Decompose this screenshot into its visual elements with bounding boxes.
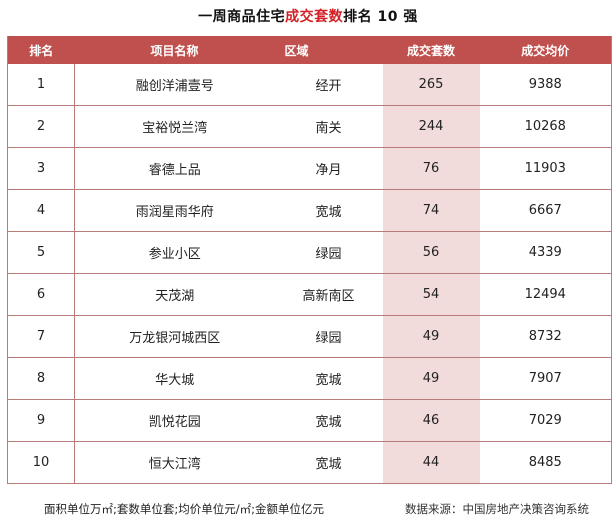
table-row: 5 参业小区 绿园 56 4339 xyxy=(7,231,612,274)
cell-area: 宽城 xyxy=(274,441,383,484)
header-name: 项目名称 xyxy=(74,36,275,64)
cell-rank: 8 xyxy=(7,357,75,400)
cell-name: 参业小区 xyxy=(74,231,275,274)
table-row: 6 天茂湖 高新南区 54 12494 xyxy=(7,273,612,316)
units-note: 面积单位万㎡;套数单位套;均价单位元/㎡;金额单位亿元 xyxy=(44,502,324,516)
table-row: 9 凯悦花园 宽城 46 7029 xyxy=(7,399,612,442)
cell-rank: 10 xyxy=(7,441,75,484)
cell-units: 74 xyxy=(382,189,480,232)
cell-price: 11903 xyxy=(479,147,612,190)
cell-units: 244 xyxy=(382,105,480,148)
cell-rank: 7 xyxy=(7,315,75,358)
cell-area: 净月 xyxy=(274,147,383,190)
cell-price: 12494 xyxy=(479,273,612,316)
cell-area: 经开 xyxy=(315,79,342,94)
cell-units: 49 xyxy=(382,357,480,400)
cell-area: 宽城 xyxy=(274,357,383,400)
cell-rank: 2 xyxy=(7,105,75,148)
cell-units: 49 xyxy=(382,315,480,358)
table-row: 1 融创洋浦壹号 经开 265 9388 xyxy=(7,64,612,106)
cell-name: 恒大江湾 xyxy=(74,441,275,484)
cell-rank: 5 xyxy=(7,231,75,274)
table-row: 3 睿德上品 净月 76 11903 xyxy=(7,147,612,190)
header-area: 区域 xyxy=(274,36,383,64)
cell-units: 56 xyxy=(382,231,480,274)
cell-rank: 9 xyxy=(7,399,75,442)
table-row: 7 万龙银河城西区 绿园 49 8732 xyxy=(7,315,612,358)
cell-area: 南关 xyxy=(274,105,383,148)
cell-price: 7029 xyxy=(479,399,612,442)
header-price: 成交均价 xyxy=(479,36,612,64)
cell-price: 9388 xyxy=(528,77,562,92)
ranking-table: 排名 项目名称 区域 成交套数 成交均价 1 融创洋浦壹号 经开 265 9388 2 宝裕… xyxy=(7,36,612,484)
title-prefix: 一周商品住宅 xyxy=(198,9,286,25)
cell-rank: 4 xyxy=(7,189,75,232)
cell-name: 睿德上品 xyxy=(74,147,275,190)
cell-price: 8485 xyxy=(479,441,612,484)
cell-rank: 1 xyxy=(7,64,75,106)
cell-price: 4339 xyxy=(479,231,612,274)
table-row: 10 恒大江湾 宽城 44 8485 xyxy=(7,441,612,484)
cell-price: 7907 xyxy=(479,357,612,400)
cell-name: 宝裕悦兰湾 xyxy=(74,105,275,148)
page-title: 一周商品住宅成交套数排名 10 强 xyxy=(0,6,616,26)
title-highlight: 成交套数 xyxy=(285,9,344,25)
cell-units: 265 xyxy=(382,64,480,106)
cell-units: 46 xyxy=(382,399,480,442)
cell-units: 44 xyxy=(382,441,480,484)
cell-name: 天茂湖 xyxy=(74,273,275,316)
header-units: 成交套数 xyxy=(382,36,480,64)
cell-rank: 6 xyxy=(7,273,75,316)
cell-units: 76 xyxy=(382,147,480,190)
cell-price: 8732 xyxy=(479,315,612,358)
cell-name: 融创洋浦壹号 xyxy=(135,79,214,94)
table-row: 2 宝裕悦兰湾 南关 244 10268 xyxy=(7,105,612,148)
header-rank: 排名 xyxy=(7,36,75,64)
table-row: 4 雨润星雨华府 宽城 74 6667 xyxy=(7,189,612,232)
cell-units: 54 xyxy=(382,273,480,316)
cell-area: 高新南区 xyxy=(274,273,383,316)
table-header-row: 排名 项目名称 区域 成交套数 成交均价 xyxy=(7,36,612,64)
cell-name: 华大城 xyxy=(74,357,275,400)
cell-name: 万龙银河城西区 xyxy=(74,315,275,358)
cell-area: 绿园 xyxy=(274,231,383,274)
cell-area: 宽城 xyxy=(274,399,383,442)
cell-name: 凯悦花园 xyxy=(74,399,275,442)
cell-area: 绿园 xyxy=(274,315,383,358)
data-source: 数据来源：中国房地产决策咨询系统 xyxy=(405,502,589,516)
title-suffix: 排名 10 强 xyxy=(343,9,418,25)
cell-name: 雨润星雨华府 xyxy=(74,189,275,232)
cell-price: 6667 xyxy=(479,189,612,232)
cell-area: 宽城 xyxy=(274,189,383,232)
cell-price: 10268 xyxy=(479,105,612,148)
cell-rank: 3 xyxy=(7,147,75,190)
table-row: 8 华大城 宽城 49 7907 xyxy=(7,357,612,400)
